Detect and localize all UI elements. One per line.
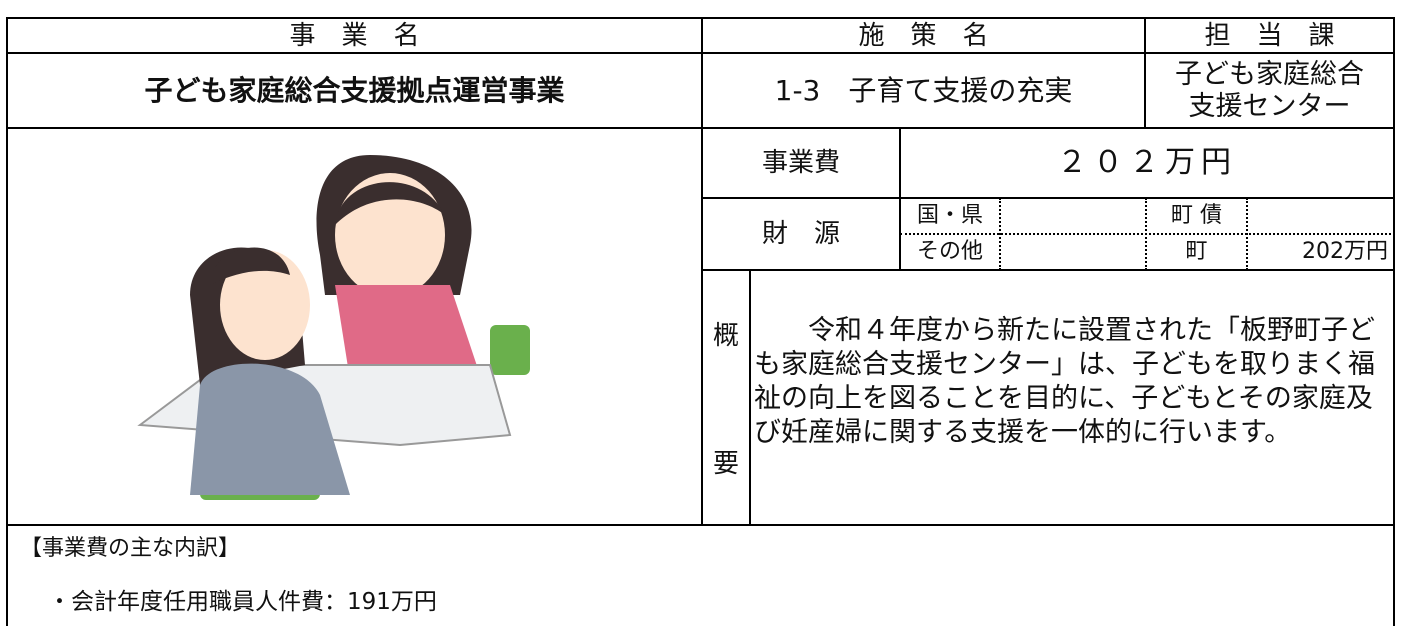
dept-line: 支援センター: [1188, 90, 1351, 122]
dept: 子ども家庭総合 支援センター: [1146, 54, 1393, 127]
funding-label: 財 源: [761, 219, 840, 249]
summary-label: 概: [712, 321, 739, 351]
project-label: 事 業 名: [289, 20, 420, 51]
funding-national: 国・県: [916, 203, 983, 228]
breakdown-item: ・会計年度任用職員人件費：191万円: [48, 589, 437, 615]
funding-other: その他: [916, 239, 983, 264]
breakdown-title: 【事業費の主な内訳】: [20, 536, 241, 561]
funding-town: 町: [1185, 239, 1208, 264]
dept-label: 担 当 課: [1204, 20, 1335, 51]
policy: 1-3 子育て支援の充実: [774, 73, 1073, 107]
project-name: 子ども家庭総合支援拠点運営事業: [144, 73, 565, 107]
cost-label: 事業費: [761, 148, 840, 178]
funding-bond: 町 債: [1171, 203, 1222, 228]
dept-line: 子ども家庭総合: [1175, 58, 1364, 90]
policy-label: 施 策 名: [858, 20, 989, 51]
summary-text: 令和４年度から新たに設置された「板野町子ども家庭総合支援センター」は、子どもを取…: [754, 315, 1375, 448]
cost-value: ２０２万円: [1057, 145, 1237, 180]
illustration: [137, 155, 530, 500]
funding-town-value: 202万円: [1302, 239, 1388, 264]
summary-label: 要: [712, 449, 739, 479]
